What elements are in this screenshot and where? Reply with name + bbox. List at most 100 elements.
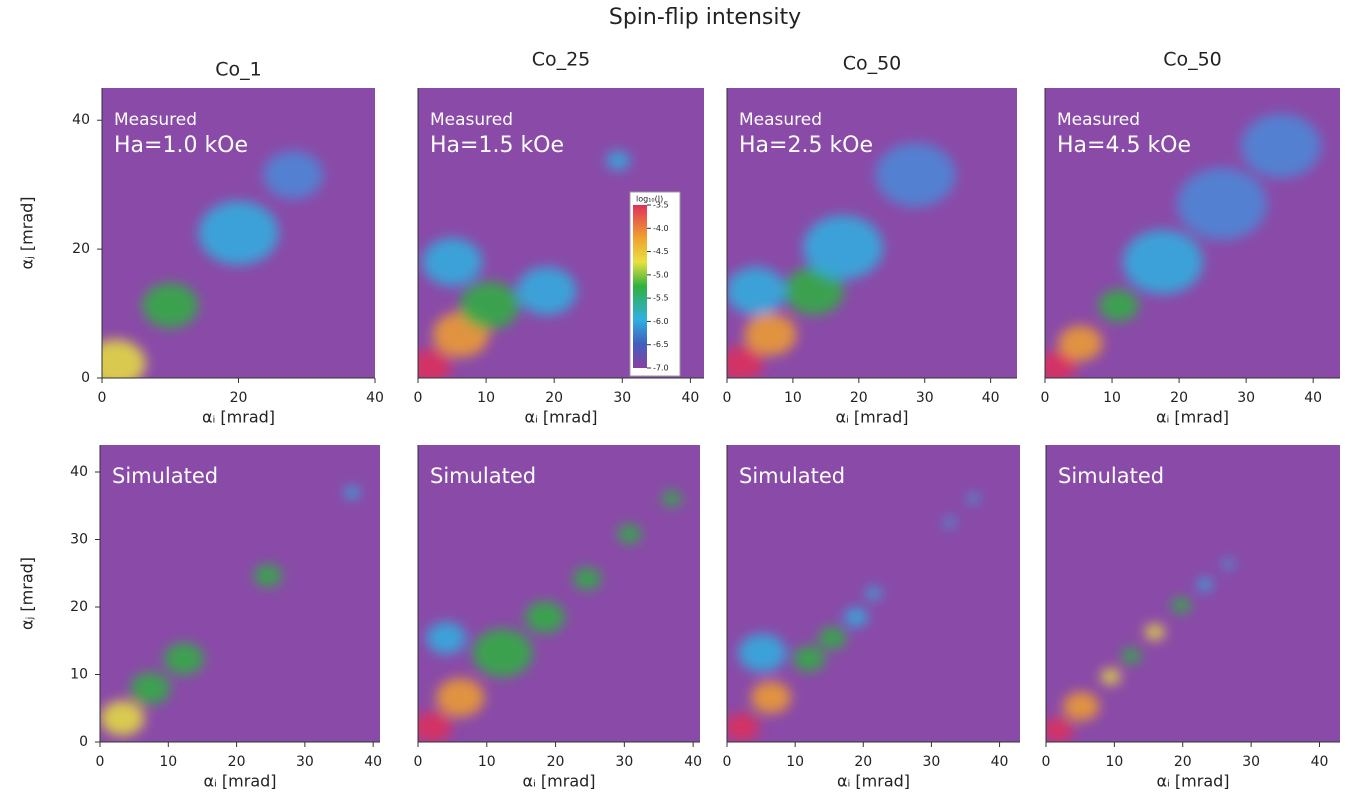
heat-blob [1058,325,1103,361]
heat-blob [472,628,533,677]
heat-blob [1121,647,1142,664]
x-tick-label: 20 [547,754,565,770]
heat-blob [617,524,642,544]
panel-title: Co_1 [215,59,261,81]
heat-blob [1241,114,1321,178]
annotation: Ha=4.5 kOe [1057,133,1191,158]
x-tick-label: 30 [923,754,941,770]
y-tick-label: 40 [70,464,88,480]
x-tick-label: 0 [414,390,423,406]
heat-blob [1123,230,1203,294]
annotation: Simulated [1058,464,1164,488]
x-tick-label: 40 [1311,754,1329,770]
heat-blob [1222,559,1235,569]
heat-blob [744,313,797,356]
heat-blob [1063,691,1100,721]
colorbar-tick-label: -6.0 [653,317,669,326]
heat-blob [818,626,847,650]
heatmap-blobs [100,486,360,736]
heatmap [418,445,700,742]
heatmap-bg [1046,445,1340,742]
y-tick-label: 40 [72,112,90,128]
colorbar [633,205,647,368]
colorbar-tick-label: -4.5 [653,247,669,256]
heat-blob [198,201,279,265]
annotation: Measured [430,110,513,130]
x-axis-label: αᵢ [mrad] [1156,772,1229,791]
heat-blob [344,486,360,499]
y-tick-label: 10 [70,667,88,683]
x-tick-label: 20 [1174,754,1192,770]
x-tick-label: 0 [723,754,732,770]
heat-blob [418,711,453,742]
heat-blob [254,564,282,587]
x-axis-label: αᵢ [mrad] [203,772,276,791]
heatmap [102,88,375,378]
x-tick-label: 20 [228,754,246,770]
x-tick-label: 10 [159,754,177,770]
heat-blob [606,150,631,171]
y-tick-label: 20 [70,599,88,615]
annotation: Ha=1.5 kOe [430,133,564,158]
panel-title: Co_50 [843,53,902,75]
x-axis-label: αᵢ [mrad] [524,408,597,427]
x-axis-label: αᵢ [mrad] [522,772,595,791]
heat-blob [967,493,980,504]
heat-blob [426,622,467,655]
panel-title: Co_50 [1163,49,1222,71]
x-tick-label: 20 [850,390,868,406]
heatmap-blobs [1046,559,1235,742]
x-tick-label: 10 [1105,754,1123,770]
heat-blob [1177,168,1267,240]
x-tick-label: 40 [982,390,1000,406]
x-tick-label: 0 [1041,390,1050,406]
heat-blob [865,587,882,600]
heat-blob [418,348,452,378]
colorbar-tick-label: -3.5 [653,201,669,210]
heat-blob [750,681,791,714]
colorbar-title: log₁₀(I) [636,195,663,204]
heatmap-blobs [418,150,631,378]
heatmap [727,88,1017,378]
x-tick-label: 40 [684,754,702,770]
heat-blob [875,143,956,207]
heatmap [100,445,380,742]
heat-blob [943,517,956,528]
x-tick-label: 20 [230,390,248,406]
x-tick-label: 0 [723,390,732,406]
heat-blob [1098,289,1139,322]
x-axis-label: αᵢ [mrad] [835,408,908,427]
x-tick-label: 30 [916,390,934,406]
x-tick-label: 10 [784,390,802,406]
y-axis-label: αⱼ [mrad] [18,557,37,630]
colorbar-tick-label: -7.0 [653,364,669,373]
x-axis-label: αᵢ [mrad] [1156,408,1229,427]
heat-blob [142,283,199,328]
heat-blob [784,267,844,315]
heat-blob [727,267,786,315]
x-axis-label: αᵢ [mrad] [202,408,275,427]
heatmap-blobs [727,493,980,742]
x-tick-label: 30 [1237,390,1255,406]
annotation: Measured [1057,110,1140,130]
annotation: Simulated [112,464,218,488]
y-axis-label: αⱼ [mrad] [18,196,37,269]
heat-blob [803,215,883,280]
y-tick-label: 0 [79,734,88,750]
heat-blob [436,678,485,717]
heat-blob [524,601,565,634]
panel-title: Co_25 [532,49,591,71]
colorbar-tick-label: -5.0 [653,270,669,279]
annotation: Simulated [739,464,845,488]
heat-blob [727,712,760,742]
heat-blob [100,700,145,736]
x-tick-label: 10 [477,390,495,406]
heat-blob [843,607,868,627]
heat-blob [263,151,324,199]
heat-blob [1144,624,1165,641]
x-tick-label: 30 [1242,754,1260,770]
heat-blob [1196,578,1213,591]
x-tick-label: 0 [1042,754,1051,770]
x-tick-label: 20 [854,754,872,770]
heatmap-blobs [102,151,324,378]
